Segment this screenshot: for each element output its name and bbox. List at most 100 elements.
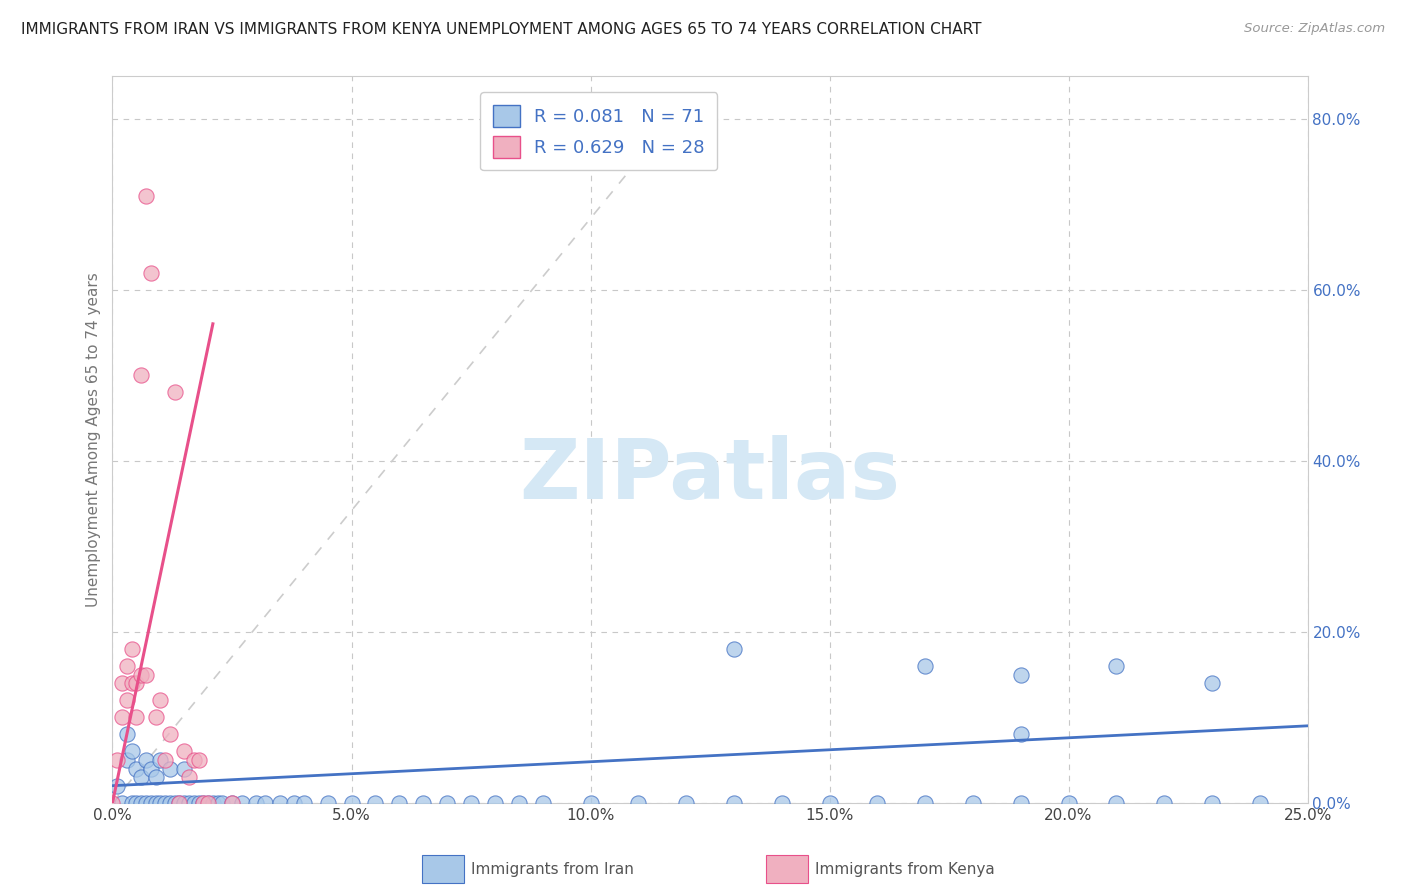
Point xyxy=(115,753,138,767)
Point xyxy=(962,796,984,810)
Point xyxy=(145,710,167,724)
Point xyxy=(770,796,793,810)
Point xyxy=(484,796,506,810)
Point xyxy=(1010,667,1032,681)
Point xyxy=(135,188,157,202)
Point xyxy=(436,796,458,810)
Point xyxy=(173,744,195,758)
Point xyxy=(340,796,363,810)
Point xyxy=(201,796,224,810)
Point xyxy=(121,796,143,810)
Point xyxy=(1105,659,1128,673)
Text: Immigrants from Iran: Immigrants from Iran xyxy=(471,863,634,877)
Point xyxy=(914,796,936,810)
Point xyxy=(1201,676,1223,690)
Point xyxy=(163,796,186,810)
Point xyxy=(163,385,186,400)
Point xyxy=(193,796,215,810)
Point xyxy=(292,796,315,810)
Point xyxy=(135,753,157,767)
Point xyxy=(269,796,291,810)
Point xyxy=(1010,727,1032,741)
Point xyxy=(579,796,602,810)
Point xyxy=(101,796,124,810)
Point xyxy=(197,796,219,810)
Point xyxy=(818,796,841,810)
Point xyxy=(723,796,745,810)
Point xyxy=(1057,796,1080,810)
Point xyxy=(159,727,181,741)
Point xyxy=(159,762,181,776)
Point xyxy=(388,796,411,810)
Point xyxy=(169,796,191,810)
Point xyxy=(866,796,889,810)
Point xyxy=(207,796,229,810)
Point xyxy=(193,796,215,810)
Point xyxy=(177,796,200,810)
Point xyxy=(211,796,233,810)
Point xyxy=(105,779,128,793)
Point xyxy=(111,676,134,690)
Legend: R = 0.081   N = 71, R = 0.629   N = 28: R = 0.081 N = 71, R = 0.629 N = 28 xyxy=(479,92,717,170)
Point xyxy=(177,770,200,784)
Point xyxy=(105,753,128,767)
Text: ZIPatlas: ZIPatlas xyxy=(520,435,900,516)
Point xyxy=(1153,796,1175,810)
Point xyxy=(129,796,152,810)
Point xyxy=(149,796,172,810)
Point xyxy=(139,266,162,280)
Point xyxy=(364,796,387,810)
Point xyxy=(187,796,209,810)
Point xyxy=(135,667,157,681)
Point xyxy=(153,753,176,767)
Point xyxy=(231,796,253,810)
Point xyxy=(675,796,697,810)
Point xyxy=(115,659,138,673)
Point xyxy=(153,796,176,810)
Point xyxy=(159,796,181,810)
Point xyxy=(111,796,134,810)
Point xyxy=(187,753,209,767)
Point xyxy=(254,796,277,810)
Point xyxy=(129,770,152,784)
Point xyxy=(508,796,530,810)
Point xyxy=(183,753,205,767)
Point xyxy=(129,368,152,383)
Point xyxy=(723,641,745,656)
Point xyxy=(531,796,554,810)
Point xyxy=(111,710,134,724)
Point xyxy=(169,796,191,810)
Point xyxy=(139,796,162,810)
Point xyxy=(121,676,143,690)
Point xyxy=(125,710,148,724)
Point xyxy=(135,796,157,810)
Text: Source: ZipAtlas.com: Source: ZipAtlas.com xyxy=(1244,22,1385,36)
Point xyxy=(149,693,172,707)
Point xyxy=(149,753,172,767)
Point xyxy=(914,659,936,673)
Y-axis label: Unemployment Among Ages 65 to 74 years: Unemployment Among Ages 65 to 74 years xyxy=(86,272,101,607)
Point xyxy=(183,796,205,810)
Point xyxy=(125,762,148,776)
Point xyxy=(460,796,482,810)
Point xyxy=(125,676,148,690)
Point xyxy=(145,770,167,784)
Point xyxy=(1201,796,1223,810)
Text: Immigrants from Kenya: Immigrants from Kenya xyxy=(815,863,995,877)
Point xyxy=(1249,796,1271,810)
Point xyxy=(245,796,267,810)
Point xyxy=(197,796,219,810)
Point xyxy=(1105,796,1128,810)
Point xyxy=(125,796,148,810)
Point xyxy=(283,796,305,810)
Point xyxy=(221,796,243,810)
Point xyxy=(627,796,650,810)
Point xyxy=(129,667,152,681)
Point xyxy=(412,796,434,810)
Point xyxy=(115,727,138,741)
Point xyxy=(145,796,167,810)
Point xyxy=(139,762,162,776)
Point xyxy=(173,796,195,810)
Text: IMMIGRANTS FROM IRAN VS IMMIGRANTS FROM KENYA UNEMPLOYMENT AMONG AGES 65 TO 74 Y: IMMIGRANTS FROM IRAN VS IMMIGRANTS FROM … xyxy=(21,22,981,37)
Point xyxy=(221,796,243,810)
